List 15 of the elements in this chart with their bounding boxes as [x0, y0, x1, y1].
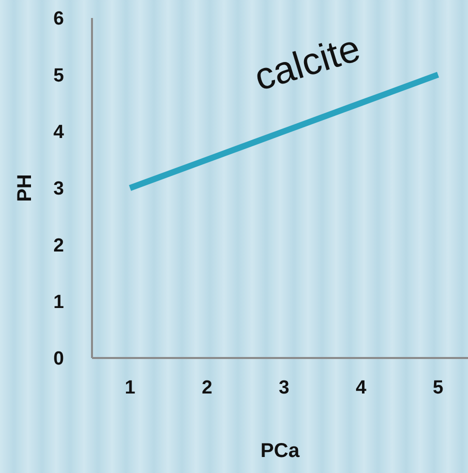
x-tick-label: 5 [432, 377, 444, 398]
y-tick-label: 2 [53, 235, 64, 256]
y-axis-title: PH [14, 174, 36, 202]
x-tick-label: 4 [356, 377, 367, 398]
y-tick-label: 0 [53, 348, 64, 370]
y-tick-label: 3 [53, 178, 64, 200]
y-tick-label: 6 [53, 8, 64, 30]
x-tick-label: 1 [124, 377, 136, 398]
y-tick-label: 4 [53, 122, 64, 144]
y-tick-label: 1 [53, 292, 64, 314]
x-tick-label: 2 [202, 377, 212, 398]
x-axis-title: PCa [260, 440, 300, 462]
x-tick-label: 3 [278, 377, 290, 398]
text: calcite [250, 28, 366, 100]
y-tick-label: 5 [53, 65, 64, 86]
